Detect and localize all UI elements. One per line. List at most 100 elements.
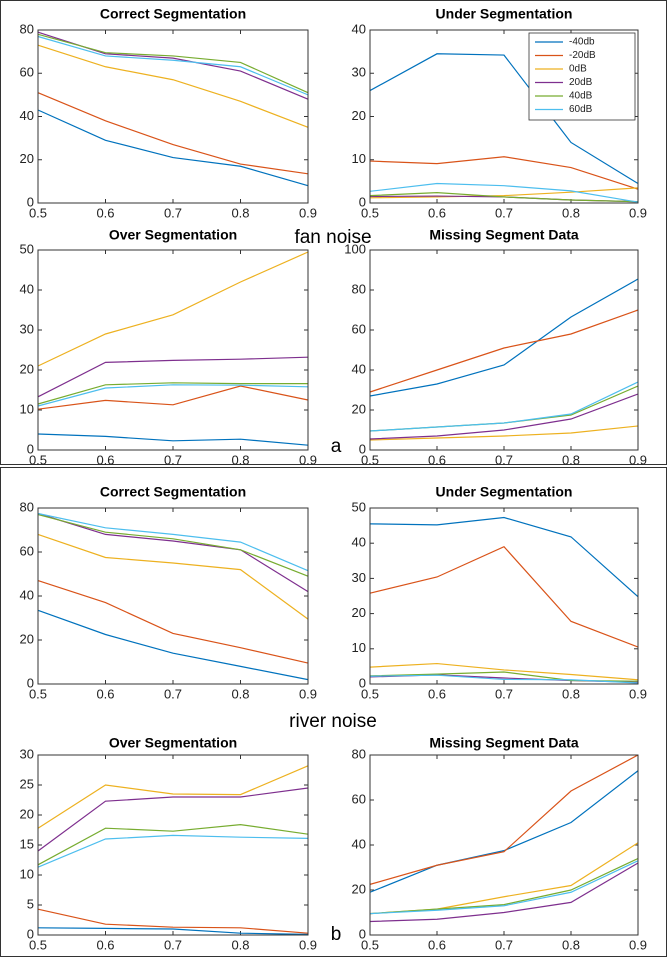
- series-line: [37, 92, 309, 175]
- y-tick-label: 20: [352, 401, 366, 416]
- x-tick-label: 0.8: [231, 937, 249, 952]
- x-tick-label: 0.8: [231, 205, 249, 220]
- x-tick-label: 0.7: [164, 686, 182, 701]
- x-tick-label: 0.8: [231, 452, 249, 467]
- y-tick-label: 40: [352, 535, 366, 550]
- panel-label: b: [331, 924, 342, 945]
- y-tick-label: 0: [27, 441, 34, 456]
- x-tick-label: 0.6: [428, 452, 446, 467]
- y-tick-label: 60: [352, 791, 366, 806]
- y-tick-label: 40: [20, 108, 34, 123]
- x-tick-label: 0.9: [629, 205, 647, 220]
- series-line: [369, 860, 639, 915]
- x-tick-label: 0.7: [495, 452, 513, 467]
- y-tick-label: 80: [352, 281, 366, 296]
- y-tick-label: 0: [359, 926, 366, 941]
- x-tick-label: 0.8: [562, 686, 580, 701]
- series-line: [37, 433, 309, 446]
- series-line: [369, 857, 639, 915]
- x-tick-label: 0.6: [96, 937, 114, 952]
- series-line: [37, 765, 309, 829]
- x-tick-label: 0.5: [361, 686, 379, 701]
- series-line: [37, 512, 309, 593]
- y-tick-label: 30: [352, 570, 366, 585]
- x-tick-label: 0.5: [29, 937, 47, 952]
- series-line: [37, 927, 309, 935]
- series-line: [369, 393, 639, 440]
- y-tick-label: 20: [20, 151, 34, 166]
- x-tick-label: 0.6: [96, 686, 114, 701]
- y-tick-label: 50: [20, 241, 34, 256]
- axes-box: [369, 507, 639, 685]
- series-line: [369, 770, 639, 893]
- y-tick-label: 40: [352, 21, 366, 36]
- y-tick-label: 50: [352, 499, 366, 514]
- x-tick-label: 0.8: [562, 205, 580, 220]
- series-line: [369, 182, 639, 203]
- x-tick-label: 0.9: [629, 452, 647, 467]
- panel-caption: river noise: [289, 711, 377, 732]
- series-line: [369, 674, 639, 684]
- series-line: [369, 662, 639, 681]
- x-tick-label: 0.7: [164, 205, 182, 220]
- y-tick-label: 0: [359, 441, 366, 456]
- series-line: [37, 823, 309, 866]
- y-tick-label: 20: [352, 881, 366, 896]
- series-line: [369, 842, 639, 915]
- series-line: [369, 156, 639, 190]
- chart-title: Under Segmentation: [436, 484, 573, 500]
- series-line: [369, 425, 639, 441]
- x-tick-label: 0.9: [299, 937, 317, 952]
- x-tick-label: 0.5: [29, 452, 47, 467]
- y-tick-label: 10: [352, 151, 366, 166]
- x-tick-label: 0.9: [299, 205, 317, 220]
- x-tick-label: 0.9: [299, 686, 317, 701]
- y-tick-label: 100: [344, 241, 366, 256]
- chart-title: Correct Segmentation: [100, 484, 246, 500]
- x-tick-label: 0.6: [428, 937, 446, 952]
- x-tick-label: 0.6: [96, 205, 114, 220]
- y-tick-label: 0: [27, 194, 34, 209]
- axes-box: [37, 29, 309, 204]
- x-tick-label: 0.7: [495, 686, 513, 701]
- x-tick-label: 0.7: [164, 452, 182, 467]
- chart-title: Under Segmentation: [436, 6, 573, 22]
- series-line: [37, 31, 309, 100]
- y-tick-label: 0: [359, 194, 366, 209]
- axes-box: [37, 507, 309, 685]
- chart-title: Missing Segment Data: [429, 227, 579, 243]
- axes-box: [37, 754, 309, 936]
- legend-label: 40dB: [569, 91, 593, 102]
- series-line: [369, 381, 639, 432]
- x-tick-label: 0.9: [629, 937, 647, 952]
- series-line: [369, 309, 639, 393]
- axes-box: [369, 249, 639, 451]
- x-tick-label: 0.7: [495, 205, 513, 220]
- y-tick-label: 40: [20, 281, 34, 296]
- axes-box: [37, 249, 309, 451]
- series-line: [37, 533, 309, 620]
- series-line: [369, 516, 639, 598]
- legend-label: 0dB: [569, 64, 587, 75]
- y-tick-label: 20: [20, 631, 34, 646]
- series-line: [37, 609, 309, 681]
- series-line: [369, 754, 639, 885]
- y-tick-label: 20: [20, 806, 34, 821]
- series-line: [37, 382, 308, 405]
- series-line: [37, 35, 309, 96]
- x-tick-label: 0.8: [562, 937, 580, 952]
- series-line: [369, 187, 639, 199]
- legend-box: [528, 32, 636, 121]
- y-tick-label: 5: [27, 896, 34, 911]
- y-tick-label: 80: [20, 499, 34, 514]
- panel-caption: fan noise: [294, 227, 371, 248]
- series-line: [37, 356, 309, 398]
- y-tick-label: 80: [20, 21, 34, 36]
- axes-box: [369, 754, 639, 936]
- y-tick-label: 40: [352, 836, 366, 851]
- chart-title: Missing Segment Data: [429, 735, 579, 751]
- x-tick-label: 0.7: [495, 937, 513, 952]
- y-tick-label: 60: [352, 321, 366, 336]
- chart-title: Over Segmentation: [109, 227, 237, 243]
